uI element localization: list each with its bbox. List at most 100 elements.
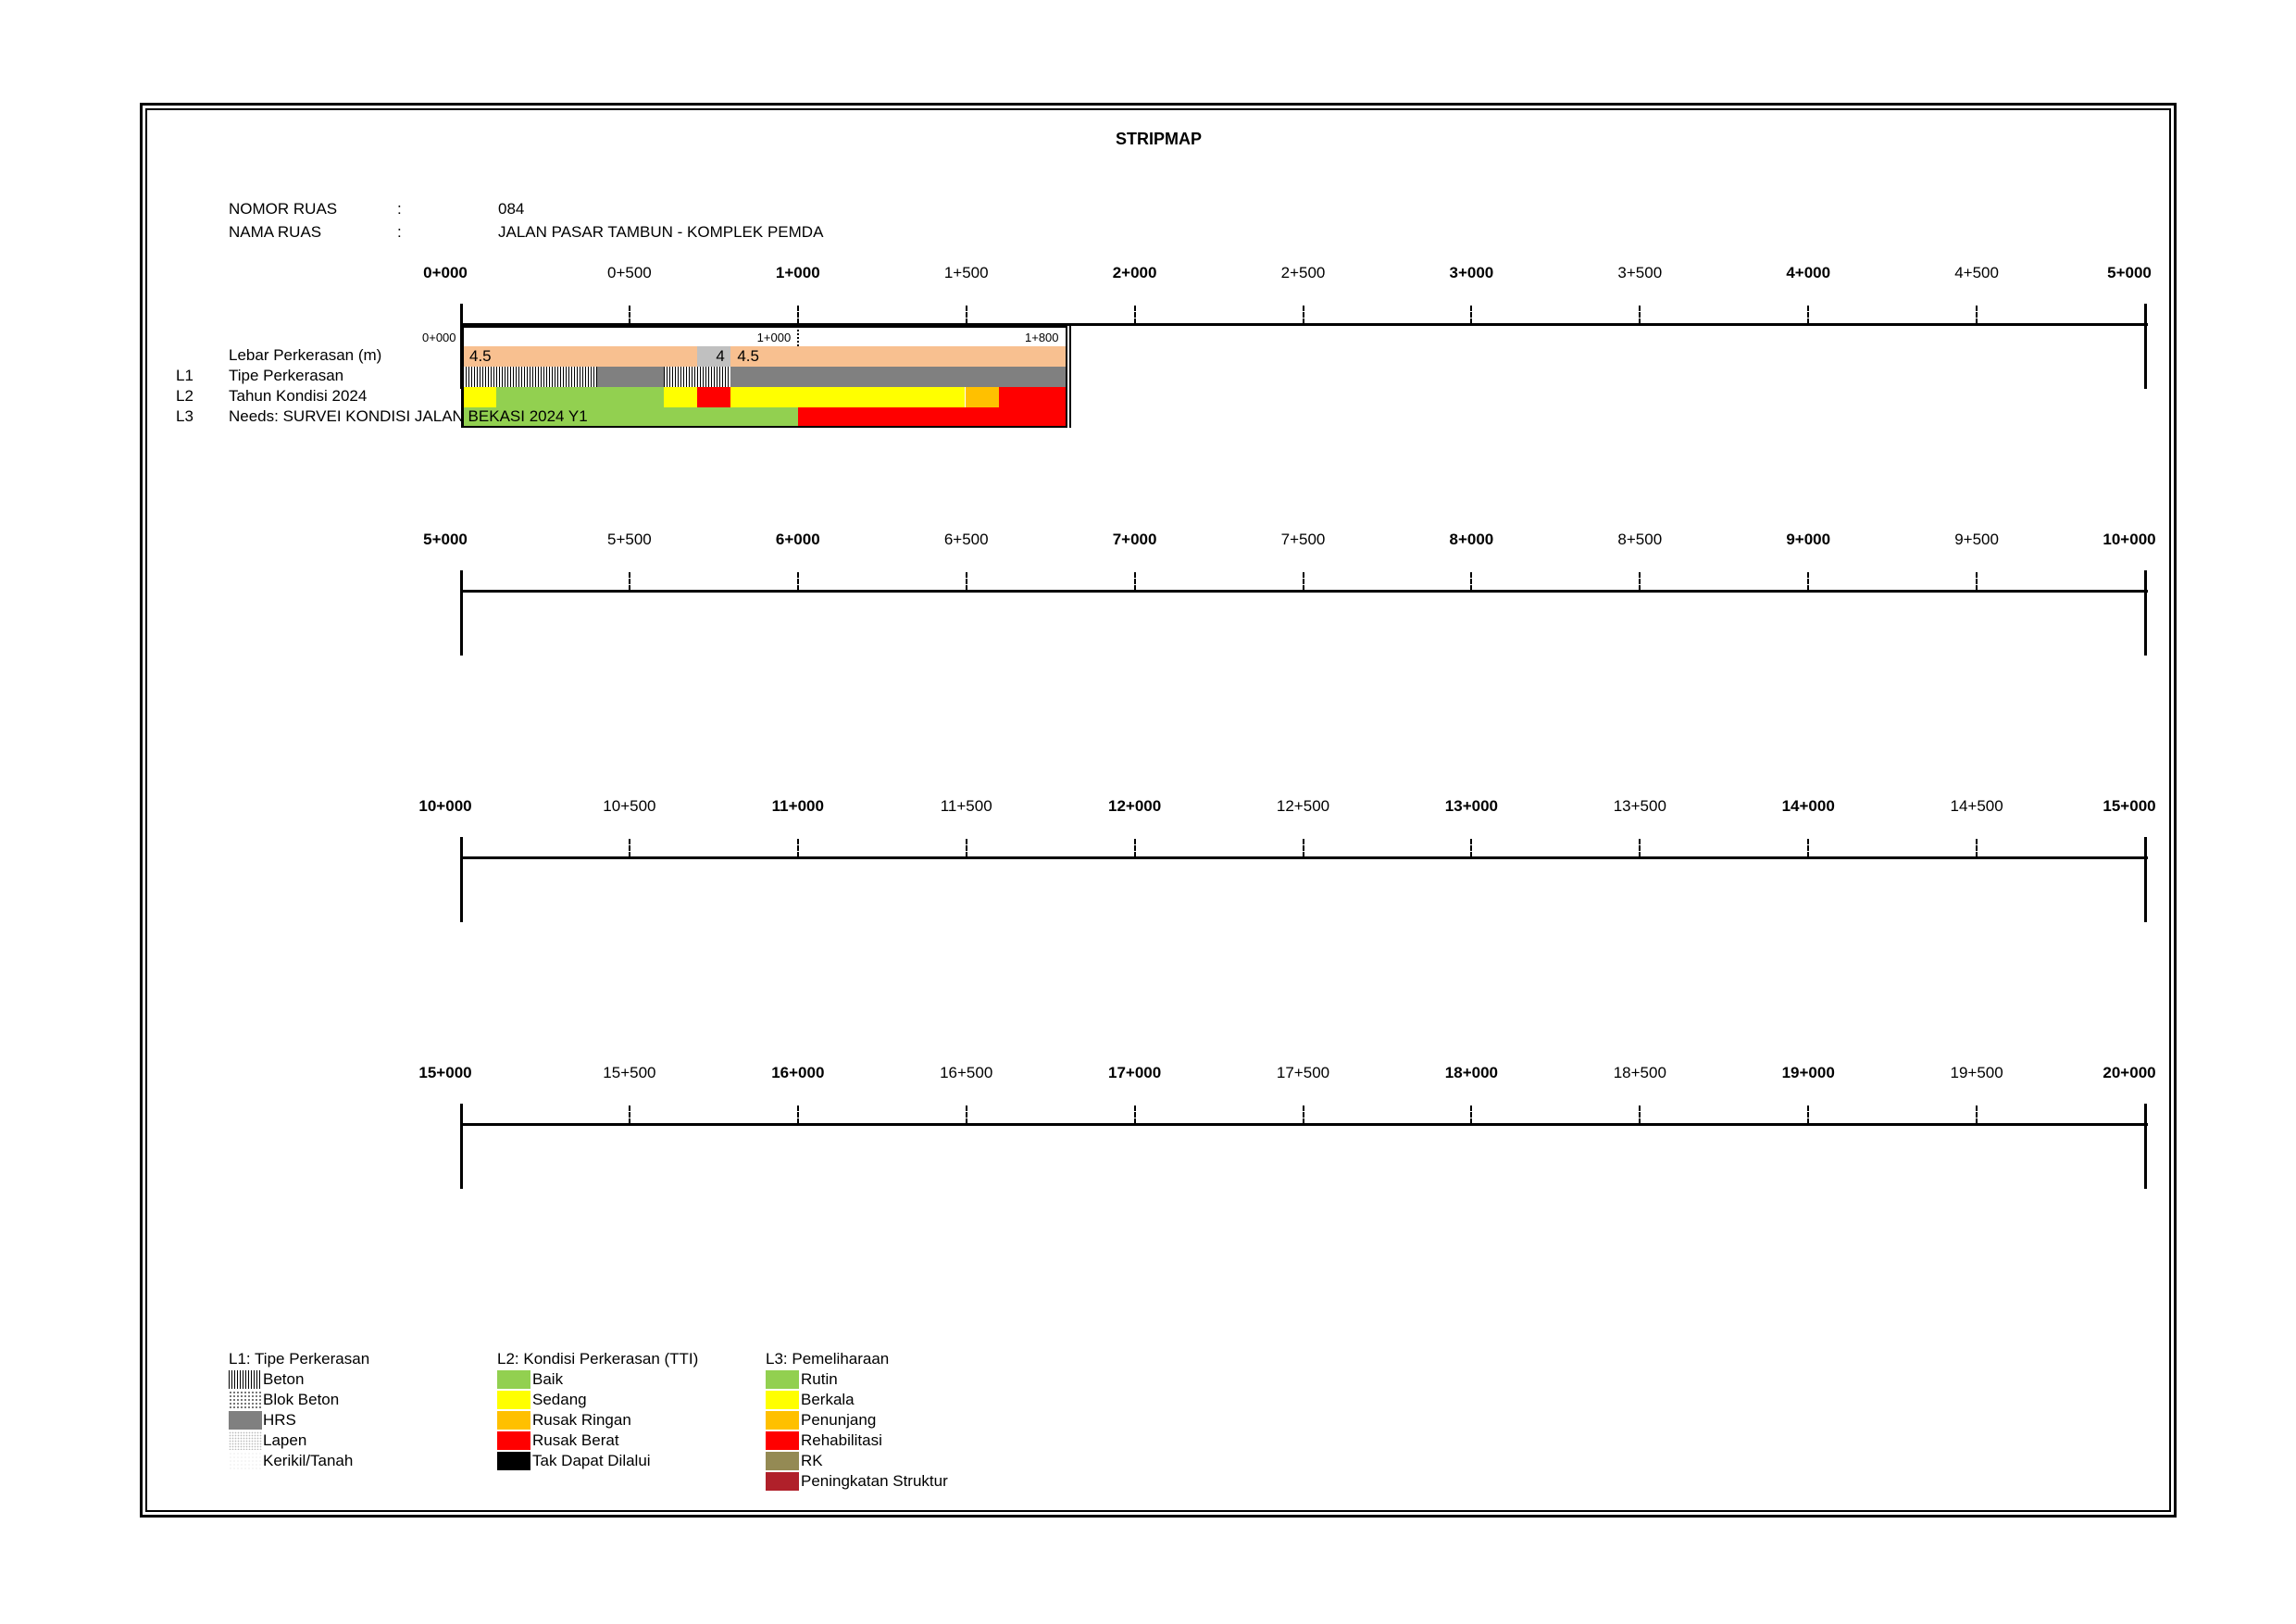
minor-tick bbox=[628, 839, 632, 857]
nomor-ruas-label: NOMOR RUAS bbox=[229, 200, 338, 218]
tick-label: 0+000 bbox=[423, 264, 468, 281]
tick-label: 15+000 bbox=[418, 1064, 472, 1081]
tick-label: 4+500 bbox=[1954, 264, 1999, 281]
scale-end-left bbox=[460, 837, 463, 922]
lebar-segment-label: 4.5 bbox=[469, 347, 492, 365]
minor-tick bbox=[796, 572, 801, 591]
tick-label: 5+500 bbox=[607, 531, 652, 548]
minor-tick bbox=[1639, 839, 1642, 857]
segment-scale-end: 1+800 bbox=[1025, 331, 1059, 344]
minor-tick bbox=[1302, 306, 1306, 324]
tick-label: 9+000 bbox=[1786, 531, 1831, 548]
minor-tick bbox=[965, 839, 969, 857]
lebar-layer-label: Lebar Perkerasan (m) bbox=[229, 346, 382, 364]
minor-tick bbox=[1133, 839, 1138, 857]
segment-scale-mid: 1+000 bbox=[756, 331, 792, 344]
segment-box-border bbox=[461, 326, 1067, 428]
kondisi-segment bbox=[463, 387, 497, 407]
scale-line bbox=[461, 323, 2148, 326]
tick-label: 10+000 bbox=[2103, 531, 2156, 548]
legend-item-label: Blok Beton bbox=[263, 1391, 340, 1408]
kondisi-segment bbox=[496, 387, 664, 407]
legend-item-label: RK bbox=[801, 1452, 823, 1469]
nomor-ruas-value: 084 bbox=[498, 200, 525, 218]
tick-label: 17+500 bbox=[1276, 1064, 1330, 1081]
tick-label: 13+000 bbox=[1444, 797, 1498, 815]
tick-label: 5+000 bbox=[2107, 264, 2152, 281]
legend-item-label: Lapen bbox=[263, 1431, 307, 1449]
legend-swatch-lapen bbox=[229, 1431, 262, 1450]
minor-tick bbox=[1470, 1106, 1474, 1124]
tick-label: 14+500 bbox=[1950, 797, 2003, 815]
tick-label: 16+500 bbox=[940, 1064, 993, 1081]
tick-label: 7+000 bbox=[1112, 531, 1157, 548]
kondisi-segment bbox=[965, 387, 999, 407]
page-frame-outer bbox=[140, 103, 2177, 1518]
minor-tick bbox=[1133, 572, 1138, 591]
tick-label: 17+000 bbox=[1107, 1064, 1162, 1081]
minor-tick bbox=[1302, 572, 1306, 591]
minor-tick bbox=[1639, 1106, 1642, 1124]
legend-item-label: HRS bbox=[263, 1411, 296, 1429]
tick-label: 8+500 bbox=[1617, 531, 1663, 548]
l2-code: L2 bbox=[176, 387, 193, 405]
tick-label: 12+000 bbox=[1107, 797, 1162, 815]
legend-item-label: Baik bbox=[532, 1370, 564, 1388]
legend-swatch-beton bbox=[229, 1370, 262, 1389]
tick-label: 19+000 bbox=[1781, 1064, 1835, 1081]
minor-tick bbox=[628, 306, 632, 324]
legend-swatch bbox=[497, 1411, 530, 1430]
legend-swatch bbox=[497, 1370, 530, 1389]
minor-tick bbox=[1470, 839, 1474, 857]
minor-tick bbox=[1976, 306, 1979, 324]
segment-mid-marker bbox=[796, 326, 799, 346]
segment-scale-start: 0+000 bbox=[422, 331, 456, 344]
legend-swatch bbox=[766, 1370, 799, 1389]
minor-tick bbox=[1302, 1106, 1306, 1124]
tick-label: 6+000 bbox=[775, 531, 820, 548]
scale-end-left bbox=[460, 1104, 463, 1189]
lebar-segment bbox=[730, 346, 1066, 367]
scale-end-left bbox=[460, 570, 463, 656]
legend-swatch bbox=[766, 1391, 799, 1409]
tick-label: 7+500 bbox=[1280, 531, 1326, 548]
l1-layer-label: Tipe Perkerasan bbox=[229, 367, 344, 384]
legend-item-label: Rusak Ringan bbox=[532, 1411, 631, 1429]
minor-tick bbox=[1807, 1106, 1811, 1124]
tipe-segment bbox=[730, 367, 1066, 387]
minor-tick bbox=[628, 572, 632, 591]
minor-tick bbox=[1470, 572, 1474, 591]
legend-swatch bbox=[766, 1452, 799, 1470]
lebar-segment-label: 4 bbox=[716, 347, 725, 365]
lebar-segment bbox=[463, 346, 698, 367]
scale-line bbox=[461, 590, 2148, 593]
minor-tick bbox=[965, 572, 969, 591]
l2-layer-label: Tahun Kondisi 2024 bbox=[229, 387, 368, 405]
tick-label: 0+500 bbox=[607, 264, 652, 281]
tick-label: 4+000 bbox=[1786, 264, 1831, 281]
legend-item-label: Tak Dapat Dilalui bbox=[532, 1452, 651, 1469]
minor-tick bbox=[796, 1106, 801, 1124]
legend-swatch bbox=[766, 1431, 799, 1450]
minor-tick bbox=[1807, 839, 1811, 857]
minor-tick bbox=[796, 839, 801, 857]
lebar-segment-label: 4.5 bbox=[737, 347, 759, 365]
minor-tick bbox=[965, 306, 969, 324]
needs-segment bbox=[463, 407, 798, 428]
page-frame-inner bbox=[145, 108, 2171, 1512]
tipe-segment bbox=[596, 367, 664, 387]
minor-tick bbox=[1133, 306, 1138, 324]
legend-swatch bbox=[766, 1472, 799, 1491]
minor-tick bbox=[1302, 839, 1306, 857]
tick-label: 18+000 bbox=[1444, 1064, 1498, 1081]
legend-swatch bbox=[497, 1391, 530, 1409]
scale-end-right bbox=[2144, 837, 2147, 922]
tick-label: 5+000 bbox=[423, 531, 468, 548]
tick-label: 10+500 bbox=[603, 797, 656, 815]
minor-tick bbox=[1807, 306, 1811, 324]
tick-label: 2+500 bbox=[1280, 264, 1326, 281]
minor-tick bbox=[1976, 839, 1979, 857]
legend-item-label: Rusak Berat bbox=[532, 1431, 619, 1449]
minor-tick bbox=[1470, 306, 1474, 324]
tick-label: 18+500 bbox=[1613, 1064, 1666, 1081]
